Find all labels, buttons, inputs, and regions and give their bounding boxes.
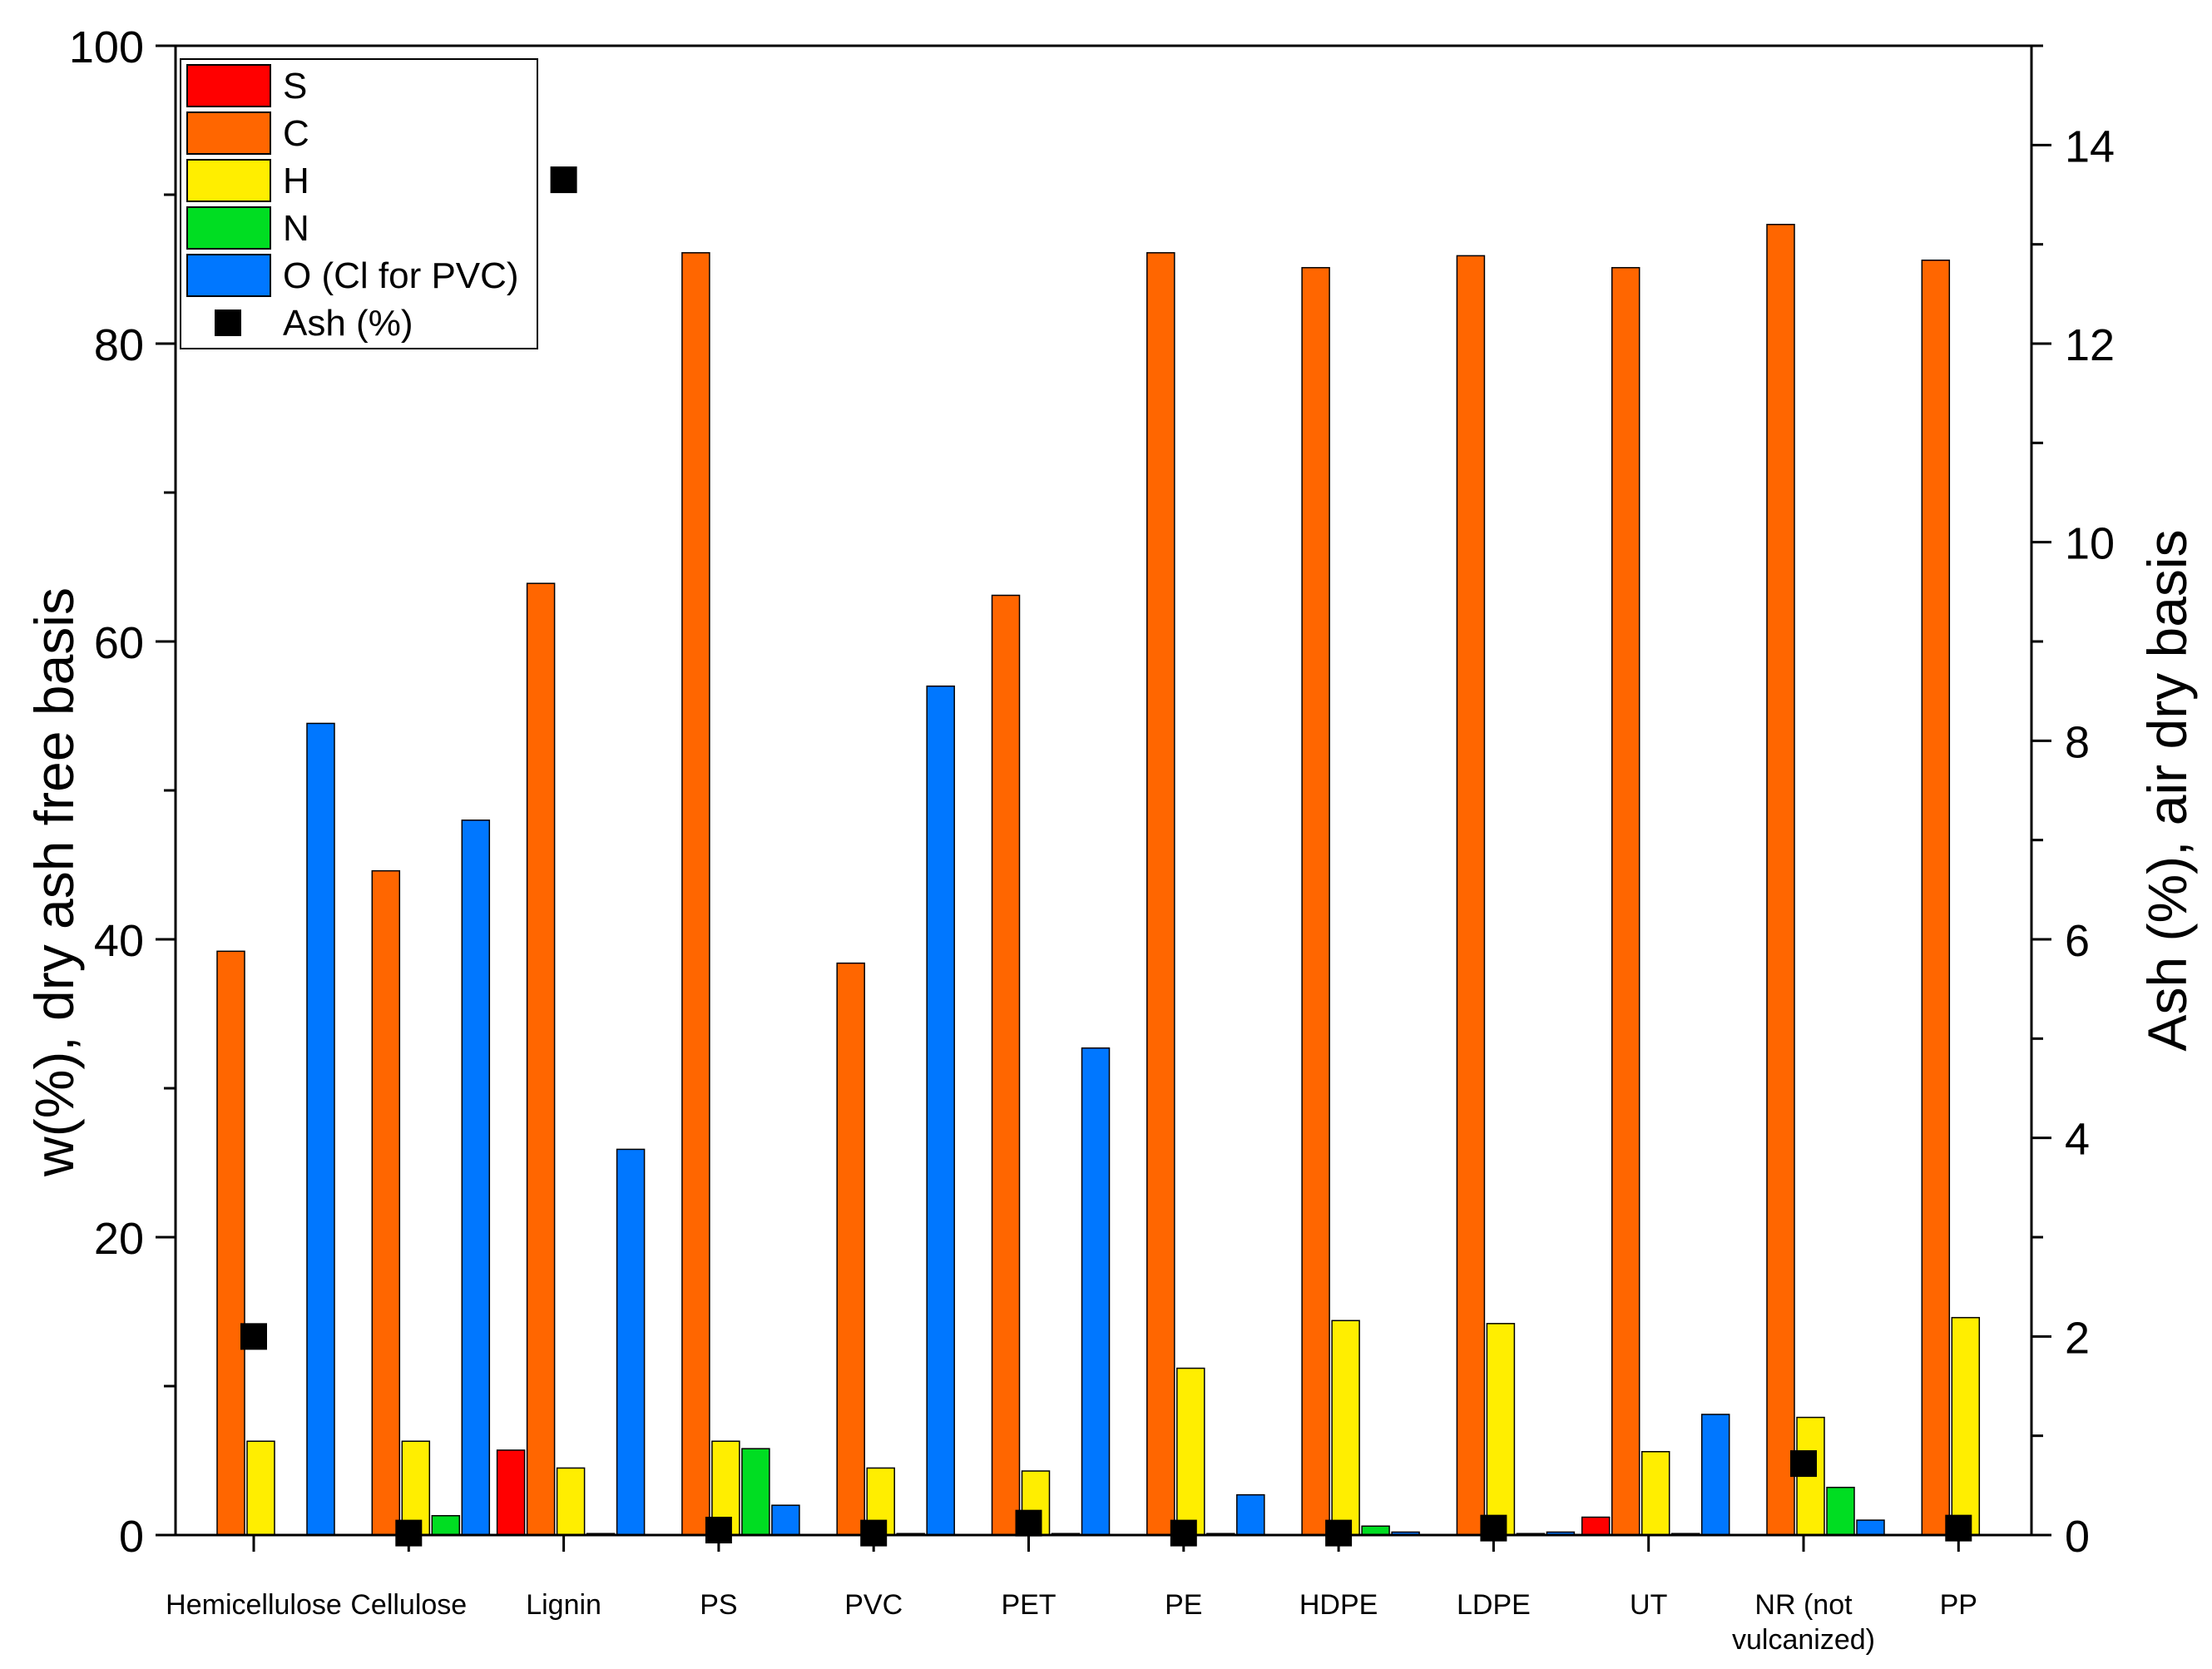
category-label: HDPE — [1299, 1589, 1378, 1621]
category-label-line: Lignin — [526, 1589, 601, 1621]
category-label-line: HDPE — [1299, 1589, 1378, 1621]
legend-swatch — [186, 64, 271, 107]
x-axis: Hemicellulose Cellulose Lignin PS PVC PET PE HD… — [166, 1535, 1977, 1656]
ash-marker-2 — [550, 166, 577, 194]
bar-h-9 — [1640, 1451, 1670, 1536]
legend-label: O (Cl for PVC) — [283, 255, 519, 296]
bar-o-9 — [1700, 1414, 1730, 1536]
category-label-line: PVC — [844, 1589, 903, 1621]
bar-h-11 — [1951, 1316, 1981, 1536]
legend-swatch — [186, 206, 271, 250]
category-label-line: PET — [1001, 1589, 1056, 1621]
category-label: NR (not vulcanized) — [1732, 1589, 1875, 1656]
bar-o-3 — [771, 1504, 800, 1536]
bar-n-3 — [741, 1448, 770, 1536]
ash-marker-0 — [240, 1323, 267, 1350]
plot-bars — [216, 224, 1981, 1536]
ash-marker-10 — [1790, 1450, 1817, 1478]
left-tick-label: 80 — [94, 320, 144, 370]
bar-o-10 — [1856, 1519, 1885, 1536]
category-label-line: PS — [700, 1589, 737, 1621]
category-label-line: UT — [1630, 1589, 1667, 1621]
bar-c-10 — [1766, 224, 1795, 1536]
bar-o-6 — [1236, 1493, 1265, 1536]
bar-h-1 — [401, 1440, 431, 1536]
bar-n-7 — [1361, 1525, 1390, 1536]
left-tick-label: 60 — [94, 618, 144, 668]
right-tick-label: 10 — [2065, 519, 2115, 569]
left-tick-label: 20 — [94, 1214, 144, 1264]
legend-label: H — [283, 161, 309, 201]
legend-label: S — [283, 66, 307, 106]
bar-h-7 — [1331, 1320, 1360, 1536]
right-tick-label: 0 — [2065, 1512, 2090, 1562]
bar-o-5 — [1081, 1047, 1111, 1536]
right-tick-label: 14 — [2065, 121, 2115, 171]
bar-c-8 — [1456, 255, 1486, 1536]
legend-swatch — [186, 159, 271, 202]
right-tick-label: 4 — [2065, 1115, 2090, 1165]
category-label: PE — [1165, 1589, 1202, 1621]
ash-marker-5 — [1015, 1509, 1042, 1537]
left-tick-label: 100 — [69, 22, 144, 72]
category-label: Hemicellulose — [166, 1589, 342, 1621]
category-label-line: Hemicellulose — [166, 1589, 342, 1621]
bar-c-3 — [681, 252, 710, 1536]
legend-label: N — [283, 208, 309, 249]
legend-swatch — [186, 111, 271, 155]
bar-o-4 — [926, 685, 955, 1536]
legend-label: C — [283, 113, 309, 154]
legend-swatch — [215, 310, 241, 336]
category-label-line: LDPE — [1457, 1589, 1531, 1621]
bar-c-9 — [1611, 266, 1640, 1536]
bar-h-6 — [1176, 1367, 1205, 1536]
legend-label: Ash (%) — [283, 303, 413, 344]
bar-o-0 — [306, 722, 335, 1536]
category-label: Cellulose — [350, 1589, 467, 1621]
right-y-axis: 0 2 4 6 8 10 12 14 — [2031, 44, 2115, 1562]
ash-markers — [240, 166, 1972, 1547]
bar-c-4 — [836, 962, 865, 1536]
bar-h-2 — [556, 1467, 586, 1536]
bar-s-2 — [496, 1449, 526, 1536]
category-label-line: PP — [1940, 1589, 1977, 1621]
right-tick-label: 2 — [2065, 1313, 2090, 1363]
bar-h-0 — [246, 1440, 275, 1536]
category-label: PET — [1001, 1589, 1056, 1621]
right-tick-label: 6 — [2065, 916, 2090, 966]
category-label-line: Cellulose — [350, 1589, 467, 1621]
left-tick-label: 40 — [94, 916, 144, 966]
bar-n-10 — [1826, 1486, 1855, 1536]
bar-h-8 — [1486, 1323, 1516, 1536]
left-tick-label: 0 — [119, 1512, 144, 1562]
category-label-line: vulcanized) — [1732, 1624, 1875, 1656]
right-tick-label: 12 — [2065, 320, 2115, 370]
bar-c-7 — [1301, 266, 1330, 1536]
left-y-axis: 0 20 40 60 80 100 — [69, 22, 176, 1562]
bar-c-0 — [216, 950, 245, 1536]
category-label: Lignin — [526, 1589, 601, 1621]
bar-c-1 — [371, 869, 401, 1536]
category-label: UT — [1630, 1589, 1667, 1621]
bar-n-1 — [431, 1514, 461, 1536]
bar-c-5 — [991, 594, 1021, 1536]
category-label: PS — [700, 1589, 737, 1621]
right-tick-label: 8 — [2065, 717, 2090, 767]
category-label-line: PE — [1165, 1589, 1202, 1621]
category-label: PVC — [844, 1589, 903, 1621]
bar-o-1 — [461, 820, 491, 1536]
category-label: PP — [1940, 1589, 1977, 1621]
bar-c-11 — [1921, 260, 1951, 1536]
category-label: LDPE — [1457, 1589, 1531, 1621]
category-label-line: NR (not — [1754, 1589, 1853, 1621]
bar-s-9 — [1581, 1516, 1611, 1536]
left-axis-title: w(%), dry ash free basis — [23, 587, 85, 1177]
bar-c-2 — [526, 582, 556, 1536]
legend-swatch — [186, 254, 271, 297]
bar-o-2 — [616, 1148, 646, 1536]
right-axis-title: Ash (%), air dry basis — [2136, 529, 2198, 1051]
bar-c-6 — [1146, 252, 1175, 1536]
